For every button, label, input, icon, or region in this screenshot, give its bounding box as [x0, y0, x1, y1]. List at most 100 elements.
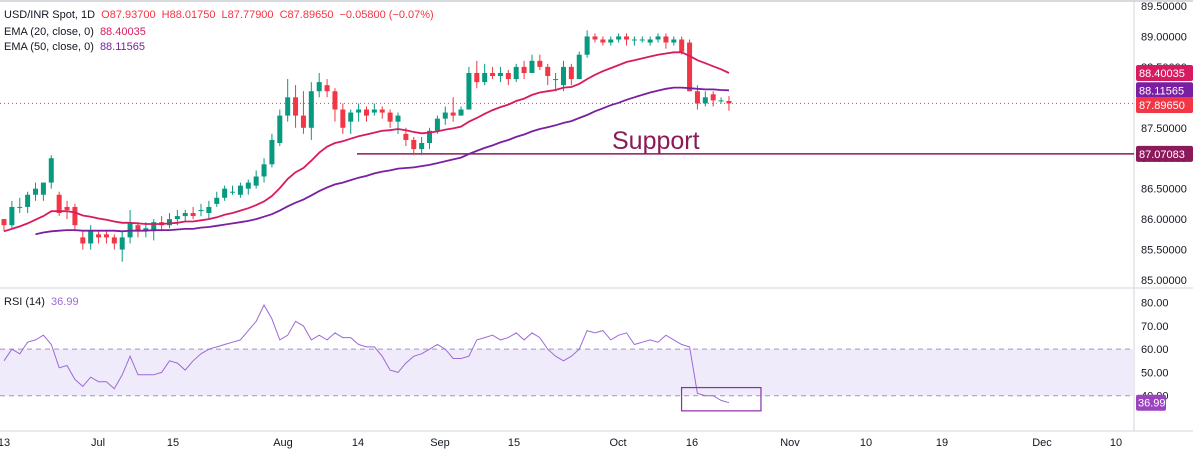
candle-up: [174, 216, 180, 220]
candle-down: [592, 36, 598, 40]
rsi-label: RSI (14): [4, 296, 45, 308]
candle-up: [647, 39, 653, 43]
price-tag-value: 88.11565: [1139, 85, 1184, 97]
candle-up: [608, 39, 614, 43]
candle-up: [88, 231, 94, 244]
candle-up: [616, 36, 622, 40]
time-tick-label: 10: [860, 437, 872, 449]
candle-down: [403, 133, 409, 140]
candle-down: [387, 112, 393, 122]
candle-up: [553, 79, 559, 81]
candle-down: [56, 194, 62, 214]
ema50-line: [35, 86, 730, 236]
price-tick-label: 85.50000: [1141, 245, 1187, 257]
rsi-value: 36.99: [51, 296, 79, 308]
ema20-line: [3, 51, 730, 233]
price-tag: [1136, 96, 1193, 113]
candle-up: [166, 219, 172, 226]
candle-up: [434, 118, 440, 131]
candle-up: [395, 115, 401, 122]
candle-down: [694, 91, 700, 104]
candle-up: [458, 109, 464, 116]
candle-up: [419, 143, 425, 150]
rsi-band: [0, 349, 1134, 396]
rsi-tag: [1136, 394, 1166, 411]
candle-down: [474, 72, 480, 83]
candle-down: [726, 100, 732, 104]
symbol-legend: USD/INR Spot, 1D O87.93700 H88.01750 L87…: [4, 8, 437, 22]
candle-down: [135, 225, 141, 232]
candle-up: [237, 185, 243, 195]
candle-up: [560, 66, 566, 86]
candle-down: [340, 109, 346, 128]
candle-down: [490, 72, 496, 77]
price-tick-label: 86.50000: [1141, 184, 1187, 196]
candle-up: [245, 182, 251, 189]
price-tick-label: 87.50000: [1141, 123, 1187, 135]
price-tick-label: 89.50000: [1141, 1, 1187, 13]
candle-up: [119, 237, 125, 250]
candle-down: [624, 36, 630, 40]
candle-up: [466, 72, 472, 110]
rsi-tick-label: 80.00: [1141, 298, 1169, 310]
candle-down: [1, 219, 7, 226]
candle-down: [332, 91, 338, 110]
candle-up: [308, 91, 314, 128]
ema50-label: EMA (50, close, 0): [4, 41, 94, 53]
ema20-legend: EMA (20, close, 0) 88.40035: [4, 25, 149, 39]
price-tag: [1136, 64, 1193, 81]
price-tick-label: 86.00000: [1141, 214, 1187, 226]
ema50-value: 88.11565: [99, 41, 146, 53]
candle-up: [584, 36, 590, 55]
candle-up: [639, 39, 645, 41]
candle-up: [348, 112, 354, 122]
candle-up: [33, 188, 39, 195]
rsi-tick-label: 50.00: [1141, 367, 1169, 379]
candle-down: [190, 213, 196, 217]
candle-down: [537, 60, 543, 67]
candle-up: [222, 188, 228, 198]
time-tick-label: Dec: [1032, 437, 1052, 449]
candle-down: [505, 72, 511, 80]
ohlc-low: L87.77900: [221, 9, 274, 21]
candle-up: [277, 115, 283, 143]
rsi-line: [3, 303, 730, 404]
candle-down: [293, 97, 299, 116]
candle-down: [363, 109, 369, 116]
candle-up: [529, 60, 535, 73]
ema20-value: 88.40035: [99, 26, 146, 38]
candle-down: [300, 115, 306, 128]
candle-down: [663, 36, 669, 43]
rsi-tick-label: 70.00: [1141, 321, 1169, 333]
candle-up: [482, 72, 488, 83]
candle-up: [151, 222, 157, 232]
candle-down: [72, 206, 78, 226]
candle-up: [143, 228, 149, 232]
candle-up: [513, 66, 519, 80]
candle-up: [427, 130, 433, 143]
rsi-tick-label: 60.00: [1141, 344, 1169, 356]
time-tick-label: 16: [686, 437, 698, 449]
candle-down: [96, 234, 102, 238]
time-tick-label: 15: [167, 437, 179, 449]
candle-up: [261, 164, 267, 177]
candle-up: [9, 206, 15, 226]
candle-up: [316, 82, 322, 92]
ohlc-open: O87.93700: [101, 9, 156, 21]
price-tag-value: 88.40035: [1139, 68, 1185, 80]
price-tag: [1136, 82, 1193, 99]
candle-up: [671, 39, 677, 43]
rsi-tag-value: 36.99: [1138, 398, 1166, 410]
candle-up: [702, 97, 708, 104]
candle-up: [718, 100, 724, 102]
candle-up: [182, 213, 188, 217]
candle-up: [230, 191, 236, 193]
candle-down: [64, 206, 70, 210]
time-tick-label: Nov: [780, 437, 800, 449]
rsi-legend: RSI (14) 36.99: [4, 295, 82, 309]
time-tick-label: Oct: [609, 437, 626, 449]
candle-up: [285, 97, 291, 116]
candle-down: [679, 39, 685, 52]
time-tick-label: 19: [936, 437, 948, 449]
